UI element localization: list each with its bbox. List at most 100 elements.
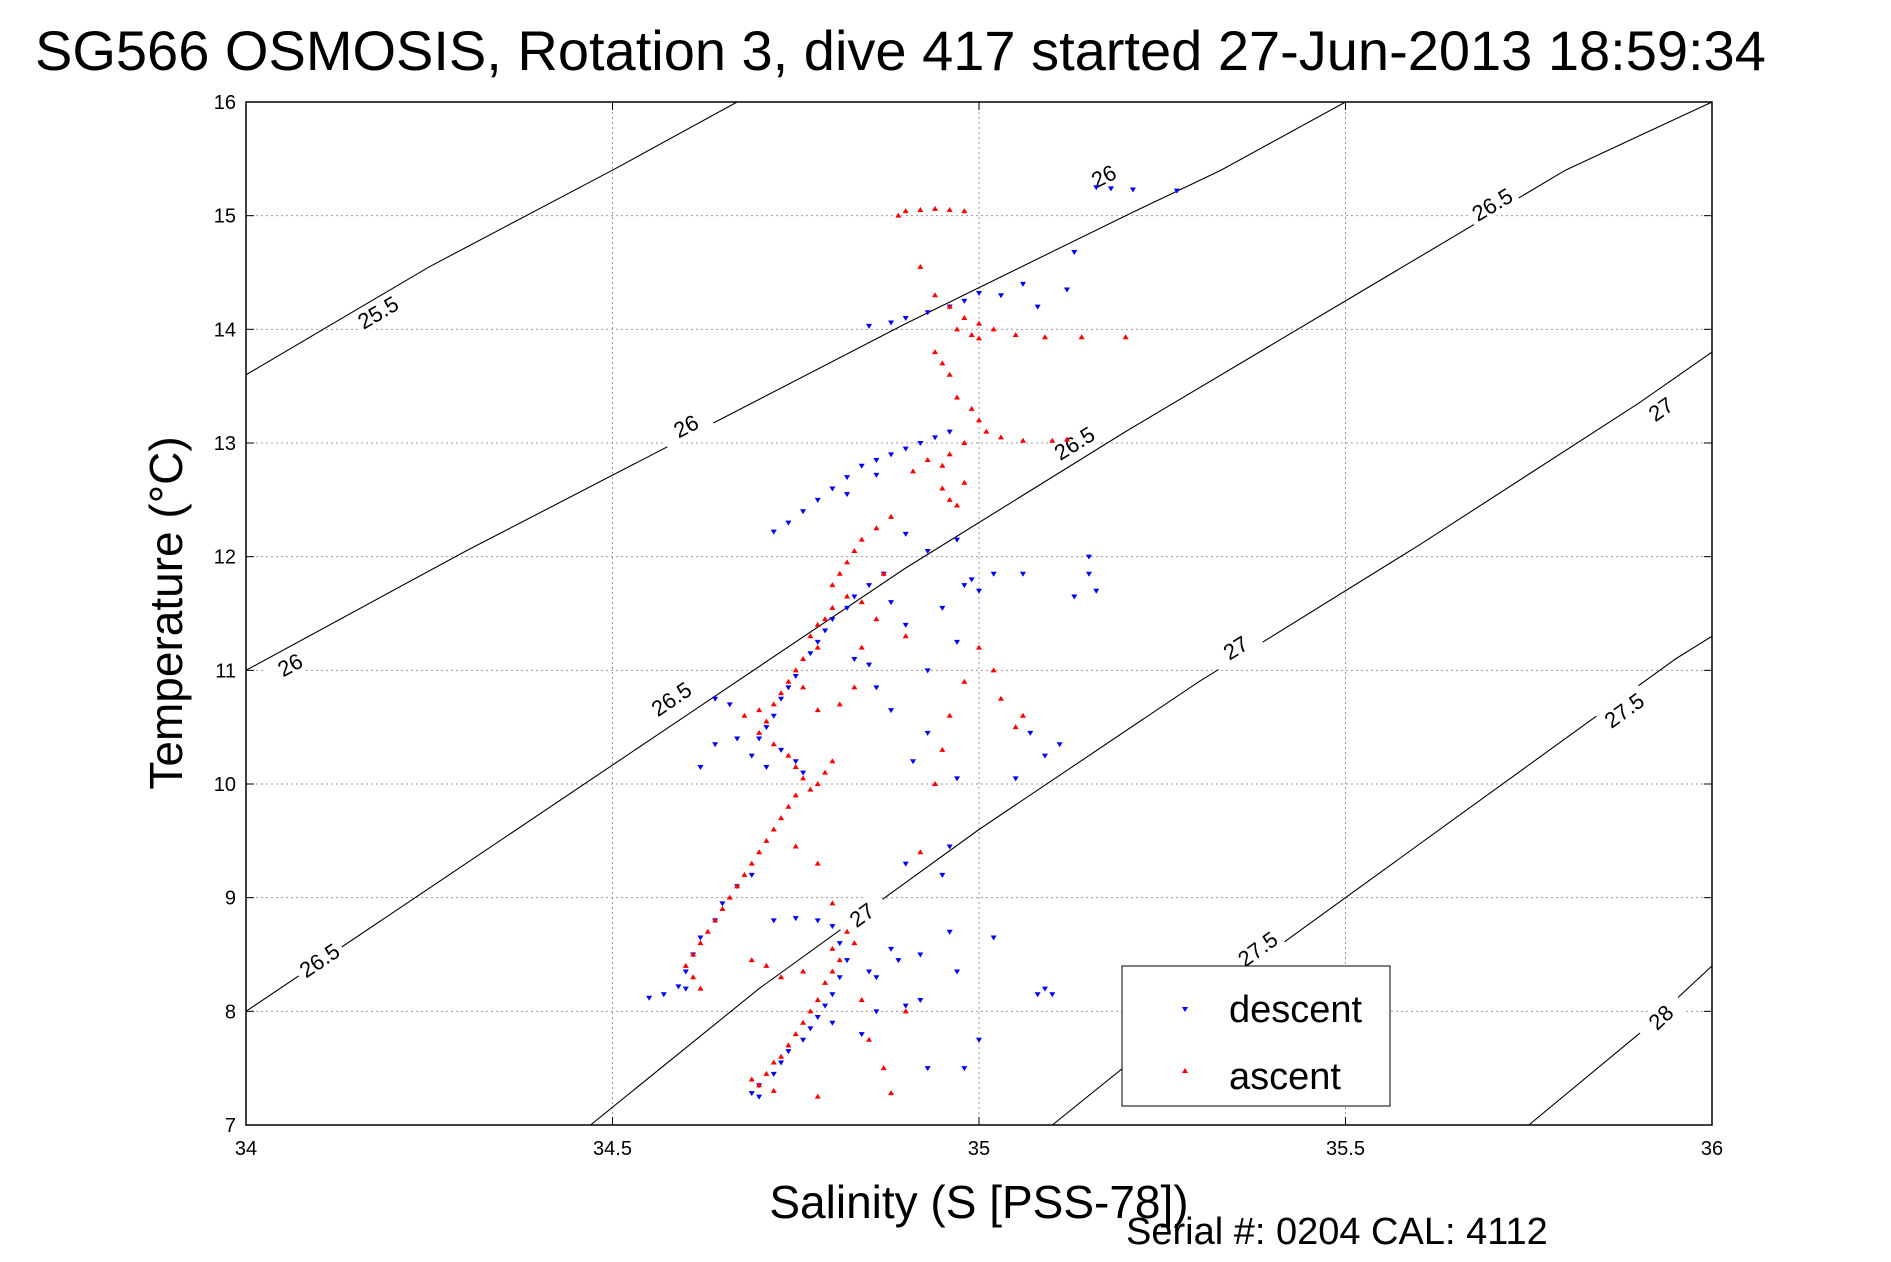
contour-label-bg [349,288,407,336]
descent-point [748,872,755,878]
ascent-point [778,1053,785,1059]
contour-label-bg [1595,685,1653,736]
descent-point [778,696,785,702]
descent-point [836,975,843,981]
descent-point [954,639,961,645]
descent-point [976,1037,982,1043]
ascent-point [836,957,843,963]
descent-point [858,1032,865,1038]
ascent-point [976,335,982,341]
contour-label-bg [261,641,319,688]
ascent-point [785,678,792,684]
ascent-point [741,871,748,877]
ascent-point [997,434,1004,440]
descent-point [939,605,946,611]
ascent-point [888,513,895,519]
descent-point [902,315,909,321]
descent-point [763,764,770,770]
ascent-point [726,894,733,900]
ascent-point [807,633,814,639]
descent-point [910,759,917,765]
ascent-point [851,547,858,553]
ascent-point [932,292,939,298]
descent-point [770,918,777,924]
ascent-point [917,263,924,269]
legend-ascent-marker [1182,1068,1188,1073]
descent-point [939,872,946,878]
ascent-point [968,405,975,411]
ascent-point [756,729,763,735]
ascent-point [814,860,821,866]
descent-point [1034,992,1041,998]
descent-point [851,594,858,600]
descent-point [902,446,909,452]
descent-point [946,844,953,850]
ascent-point [851,684,858,690]
ascent-point [866,1036,873,1042]
ascent-point [997,695,1004,701]
ascent-point [924,457,931,463]
ascent-point [792,1031,799,1037]
descent-point [888,946,895,952]
descent-point [961,583,968,589]
ascent-point [939,485,946,491]
descent-point [1173,188,1180,194]
ascent-point [1041,334,1048,340]
descent-point [858,463,865,469]
ascent-point [1078,334,1085,340]
ascent-point [946,371,953,377]
ascent-point [829,945,836,951]
ascent-point [939,360,946,366]
ascent-point [719,906,726,912]
ascent-point [917,206,924,212]
descent-point [1093,588,1100,594]
y-tick-label: 12 [214,547,236,569]
ascent-point [844,593,851,599]
ascent-point [697,985,704,991]
descent-point [961,298,968,304]
ascent-point [763,962,770,968]
descent-point [719,901,726,907]
contour-line-27 [590,351,1712,1125]
ascent-point [961,314,968,320]
descent-point [866,969,873,975]
y-tick-label: 10 [214,774,236,796]
descent-point [1019,281,1026,287]
ascent-point [748,957,755,963]
ascent-point [829,900,836,906]
ascent-point [792,792,799,798]
descent-point [829,924,836,930]
descent-point [814,497,821,503]
descent-point [814,1015,821,1021]
ascent-point [858,996,865,1002]
contour-label-bg [1045,419,1103,467]
ascent-point [778,815,785,821]
descent-point [807,1026,814,1032]
contour-label-bg [1074,153,1133,199]
ascent-point [829,968,836,974]
descent-point [792,916,799,922]
ascent-point [763,1070,770,1076]
descent-point [1012,776,1019,782]
descent-point [1085,554,1092,560]
legend-ascent-label: ascent [1229,1056,1341,1098]
ascent-point [822,769,829,775]
descent-point [763,725,770,731]
ascent-point [792,843,799,849]
descent-point [712,742,719,748]
ascent-point [946,712,953,718]
ascent-point [1012,724,1019,730]
legend-descent-label: descent [1229,989,1363,1031]
ascent-point [968,332,975,338]
ascent-point [932,349,939,355]
descent-point [1129,187,1136,193]
legend: descent ascent [1121,965,1391,1107]
contour-label-bg [1463,180,1521,228]
ascent-point [778,974,785,980]
descent-point [997,293,1004,299]
grid-lines [246,102,1712,1125]
ascent-point [961,479,968,485]
ascent-point [690,974,697,980]
descent-point [888,708,895,714]
y-tick-label: 7 [225,1115,236,1137]
